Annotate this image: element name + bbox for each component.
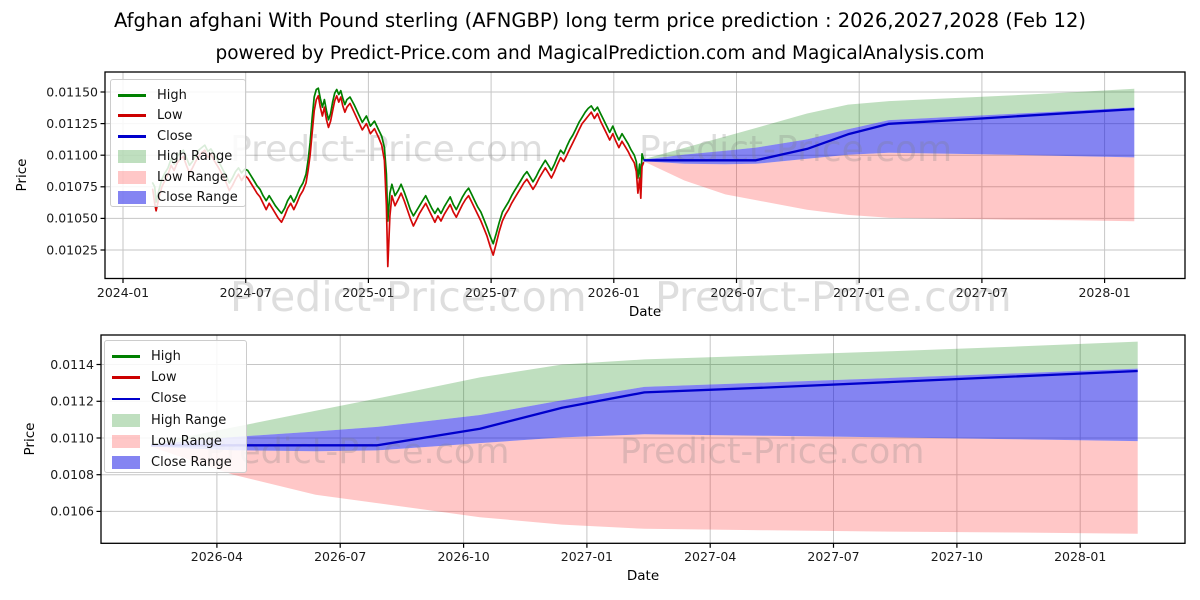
legend-label: Close Range — [157, 190, 238, 206]
top-chart-y-axis-label: Price — [14, 158, 30, 192]
legend-item-low: Low — [112, 367, 238, 388]
svg-text:2025-01: 2025-01 — [342, 285, 394, 300]
legend-label: Low — [151, 370, 177, 386]
close-line-swatch-icon — [118, 134, 146, 138]
close-range-band — [151, 368, 1138, 452]
svg-text:2028-01: 2028-01 — [1078, 285, 1130, 300]
bottom-chart-ticks — [96, 363, 1081, 548]
legend-item-close: Close — [118, 126, 237, 147]
svg-text:0.01050: 0.01050 — [46, 211, 98, 226]
high-range-swatch-icon — [118, 150, 146, 164]
high-line-swatch-icon — [118, 93, 146, 97]
close-range-swatch-icon — [112, 456, 140, 470]
high-line-swatch-icon — [112, 355, 140, 358]
legend-label: High — [151, 349, 181, 365]
svg-text:2024-07: 2024-07 — [220, 285, 272, 300]
low-range-swatch-icon — [112, 434, 140, 448]
legend-item-close: Close — [112, 388, 238, 409]
bottom-chart-y-axis-label: Price — [22, 422, 38, 456]
svg-text:2026-10: 2026-10 — [437, 549, 489, 564]
high-range-band — [151, 341, 1138, 445]
legend-label: Close — [157, 128, 193, 144]
page-title: Afghan afghani With Pound sterling (AFNG… — [114, 9, 1086, 32]
close-line-swatch-icon — [112, 397, 140, 401]
svg-text:2028-01: 2028-01 — [1054, 549, 1106, 564]
legend-item-low-range: Low Range — [112, 431, 238, 452]
svg-text:0.0108: 0.0108 — [50, 467, 94, 482]
legend-label: Close — [151, 391, 187, 407]
page-subtitle: powered by Predict-Price.com and Magical… — [215, 43, 985, 64]
low-range-swatch-icon — [118, 170, 146, 184]
low-line-swatch-icon — [112, 376, 140, 380]
svg-text:2027-01: 2027-01 — [833, 285, 885, 300]
legend-label: Low Range — [151, 433, 222, 449]
svg-text:Predict-Price.com: Predict-Price.com — [639, 129, 952, 170]
svg-text:0.01100: 0.01100 — [46, 148, 98, 163]
legend-label: High Range — [151, 412, 227, 428]
svg-text:2027-10: 2027-10 — [931, 549, 983, 564]
top-chart-watermark: Predict-Price.com Predict-Price.com — [230, 129, 952, 170]
svg-text:0.01125: 0.01125 — [46, 116, 98, 131]
svg-text:0.0106: 0.0106 — [50, 504, 94, 519]
legend-label: Low Range — [157, 169, 228, 185]
top-chart-grid — [105, 72, 1185, 279]
legend-item-high: High — [112, 346, 238, 367]
bottom-chart-tick-labels: 2026-04 2026-07 2026-10 2027-01 2027-04 2027-… — [50, 357, 1106, 564]
top-chart-legend: High Low Close High Range Low Range Clos… — [110, 79, 246, 207]
bottom-chart-watermark: Predict-Price.com Predict-Price.com — [205, 432, 924, 472]
svg-text:0.01025: 0.01025 — [46, 242, 98, 257]
legend-label: Close Range — [151, 455, 232, 471]
svg-text:0.01075: 0.01075 — [46, 179, 98, 194]
svg-text:2027-04: 2027-04 — [684, 549, 736, 564]
legend-item-close-range: Close Range — [112, 452, 238, 473]
top-chart-ticks — [100, 91, 1106, 283]
bottom-chart-x-axis-label: Date — [626, 568, 660, 584]
svg-text:2027-07: 2027-07 — [956, 285, 1008, 300]
close-line — [643, 107, 1135, 162]
low-range-band — [151, 434, 1138, 534]
top-chart-x-axis-label: Date — [628, 304, 662, 320]
legend-item-high-range: High Range — [112, 410, 238, 431]
close-line — [151, 369, 1138, 447]
svg-text:2027-07: 2027-07 — [807, 549, 859, 564]
svg-text:2026-01: 2026-01 — [588, 285, 640, 300]
svg-text:0.0110: 0.0110 — [50, 430, 94, 445]
legend-item-high: High — [118, 85, 237, 106]
svg-text:0.0114: 0.0114 — [50, 357, 94, 372]
legend-item-low: Low — [118, 106, 237, 127]
svg-text:2024-01: 2024-01 — [97, 285, 149, 300]
watermark-text: Predict-Price.com — [655, 273, 1012, 321]
svg-text:2026-04: 2026-04 — [191, 549, 243, 564]
legend-label: High Range — [157, 149, 233, 165]
svg-text:Predict-Price.com: Predict-Price.com — [205, 432, 509, 472]
svg-text:0.01150: 0.01150 — [46, 84, 98, 99]
svg-text:2026-07: 2026-07 — [314, 549, 366, 564]
legend-item-low-range: Low Range — [118, 167, 237, 188]
top-chart-bands — [643, 88, 1135, 222]
legend-label: Low — [157, 108, 183, 124]
low-line-swatch-icon — [118, 114, 146, 118]
watermark-text: Predict-Price.com — [230, 273, 587, 321]
close-range-band — [643, 107, 1135, 165]
svg-text:Predict-Price.com: Predict-Price.com — [620, 432, 924, 472]
legend-item-high-range: High Range — [118, 147, 237, 168]
svg-text:2026-07: 2026-07 — [710, 285, 762, 300]
legend-item-close-range: Close Range — [118, 188, 238, 209]
low-range-band — [643, 152, 1135, 222]
high-range-swatch-icon — [112, 413, 140, 427]
svg-text:2027-01: 2027-01 — [561, 549, 613, 564]
bottom-chart-bands — [151, 341, 1138, 534]
legend-label: High — [157, 87, 187, 103]
svg-text:Predict-Price.com: Predict-Price.com — [230, 129, 543, 170]
svg-text:2025-07: 2025-07 — [465, 285, 517, 300]
bottom-chart-frame — [100, 334, 1186, 544]
svg-text:0.0112: 0.0112 — [50, 394, 94, 409]
bottom-chart-legend: High Low Close High Range Low Range Clos… — [104, 340, 247, 473]
close-range-swatch-icon — [118, 191, 146, 205]
top-chart-frame — [104, 71, 1186, 280]
top-chart-tick-labels: 2024-01 2024-07 2025-01 2025-07 2026-01 2026-… — [46, 84, 1130, 300]
high-range-band — [643, 88, 1135, 160]
